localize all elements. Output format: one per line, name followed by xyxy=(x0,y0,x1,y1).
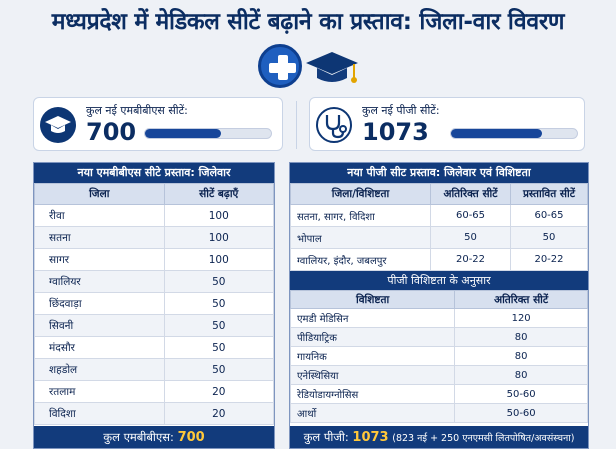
table-row: छिंदवाड़ा 50 xyxy=(34,292,275,315)
graduation-cap-icon xyxy=(306,52,358,83)
specialty-seats-cell: 80 xyxy=(454,346,588,366)
specialty-cell: रेडियोडायग्नोसिस xyxy=(289,384,456,404)
page-title: मध्यप्रदेश में मेडिकल सीटें बढ़ाने का प्… xyxy=(51,9,565,35)
seats-cell: 50 xyxy=(163,314,275,337)
district-cell: सिवनी xyxy=(34,314,165,337)
col-specialty: विशिष्टता xyxy=(289,290,456,309)
table-row: सागर 100 xyxy=(34,248,275,271)
seats-cell: 20 xyxy=(163,402,275,425)
specialty-cell: गायनिक xyxy=(289,346,456,366)
seats-cell: 100 xyxy=(163,248,275,271)
mbbs-stat-value: 700 xyxy=(86,118,137,146)
mbbs-progress-fill xyxy=(145,129,221,138)
proposed-seats-cell: 20-22 xyxy=(509,248,589,271)
seats-cell: 20 xyxy=(163,380,275,403)
mbbs-stat-label: कुल नई एमबीबीएस सीटें: xyxy=(86,104,188,117)
table-row: रतलाम 20 xyxy=(34,380,275,403)
district-cell: रतलाम xyxy=(34,380,165,403)
table-row: एनेस्थिसिया 80 xyxy=(289,365,588,385)
pg-stat-card: कुल नई पीजी सीटें: 1073 xyxy=(309,97,585,151)
additional-seats-cell: 20-22 xyxy=(430,248,511,271)
col-district-specialty: जिला/विशिष्टता xyxy=(289,183,432,205)
district-cell: सतना xyxy=(34,226,165,249)
proposed-seats-cell: 60-65 xyxy=(509,204,589,227)
district-cell: छिंदवाड़ा xyxy=(34,292,165,315)
district-cell: मंदसौर xyxy=(34,336,165,359)
district-cell: विदिशा xyxy=(34,402,165,425)
seats-cell: 50 xyxy=(163,358,275,381)
table-row: एमडी मेडिसिन 120 xyxy=(289,308,588,328)
specialty-cell: पीडियाट्रिक xyxy=(289,327,456,347)
col-additional-seats: अतिरिक्त सीटें xyxy=(430,183,511,205)
table-row: मंदसौर 50 xyxy=(34,336,275,359)
specialty-seats-cell: 50-60 xyxy=(454,403,588,423)
seats-cell: 100 xyxy=(163,204,275,227)
mbbs-stat-card: कुल नई एमबीबीएस सीटें: 700 xyxy=(33,97,283,151)
table-row: सिवनी 50 xyxy=(34,314,275,337)
district-cell: भोपाल xyxy=(289,226,432,249)
stethoscope-icon xyxy=(316,107,352,143)
pg-stat-label: कुल नई पीजी सीटें: xyxy=(362,104,440,117)
table-row: पीडियाट्रिक 80 xyxy=(289,327,588,347)
district-cell: सतना, सागर, विदिशा xyxy=(289,204,432,227)
table-row: रेडियोडायग्नोसिस 50-60 xyxy=(289,384,588,404)
pg-specialty-heading: पीजी विशिष्टता के अनुसार xyxy=(290,271,588,290)
table-row: सतना, सागर, विदिशा 60-65 60-65 xyxy=(289,204,589,227)
col-district: जिला xyxy=(34,183,165,205)
additional-seats-cell: 50 xyxy=(430,226,511,249)
seats-cell: 100 xyxy=(163,226,275,249)
table-row: सतना 100 xyxy=(34,226,275,249)
district-cell: रीवा xyxy=(34,204,165,227)
district-cell: सागर xyxy=(34,248,165,271)
seats-cell: 50 xyxy=(163,336,275,359)
table-row: गायनिक 80 xyxy=(289,346,588,366)
mbbs-total-value: 700 xyxy=(177,430,205,445)
seats-cell: 50 xyxy=(163,270,275,293)
table-row: ग्वालियर 50 xyxy=(34,270,275,293)
col-proposed-seats: प्रस्तावित सीटें xyxy=(509,183,589,205)
pg-total-label: कुल पीजी: xyxy=(303,430,349,444)
specialty-seats-cell: 50-60 xyxy=(454,384,588,404)
specialty-cell: एमडी मेडिसिन xyxy=(289,308,456,328)
additional-seats-cell: 60-65 xyxy=(430,204,511,227)
mbbs-progress-bar xyxy=(144,128,272,139)
pg-total-note: (823 नई + 250 एनएमसी लितपोषित/अवसंस्चना) xyxy=(392,433,575,444)
specialty-cell: आर्थो xyxy=(289,403,456,423)
mbbs-district-panel: नया एमबीबीएस सीटे प्रस्ताव: जिलेवार जिला… xyxy=(33,162,275,449)
mbbs-total-bar: कुल एमबीबीएस: 700 xyxy=(34,426,274,448)
graduation-cap-icon xyxy=(40,107,76,143)
table-row: ग्वालियर, इंदौर, जबलपुर 20-22 20-22 xyxy=(289,248,589,271)
stat-divider xyxy=(296,101,297,149)
mbbs-table: जिला सीटें बढ़ाएँ रीवा 100 सतना 100 सागर 100 ग… xyxy=(34,183,275,425)
specialty-cell: एनेस्थिसिया xyxy=(289,365,456,385)
pg-district-panel: नया पीजी सीट प्रस्ताव: जिलेवार एवं विशिष… xyxy=(289,162,589,449)
table-row: रीवा 100 xyxy=(34,204,275,227)
specialty-seats-cell: 120 xyxy=(454,308,588,328)
district-cell: ग्वालियर xyxy=(34,270,165,293)
pg-panel-heading: नया पीजी सीट प्रस्ताव: जिलेवार एवं विशिष… xyxy=(290,163,588,183)
medical-cross-icon xyxy=(258,44,302,88)
seats-cell: 50 xyxy=(163,292,275,315)
col-spec-additional: अतिरिक्त सीटें xyxy=(454,290,588,309)
hero-icons xyxy=(258,42,368,92)
pg-total-value: 1073 xyxy=(352,430,389,445)
table-row: भोपाल 50 50 xyxy=(289,226,589,249)
specialty-seats-cell: 80 xyxy=(454,365,588,385)
mbbs-total-label: कुल एमबीबीएस: xyxy=(103,430,174,444)
table-row: विदिशा 20 xyxy=(34,402,275,425)
district-cell: शहडोल xyxy=(34,358,165,381)
pg-specialty-table: विशिष्टता अतिरिक्त सीटें एमडी मेडिसिन 120… xyxy=(289,290,588,423)
table-row: आर्थो 50-60 xyxy=(289,403,588,423)
pg-progress-fill xyxy=(451,129,542,138)
pg-progress-bar xyxy=(450,128,578,139)
specialty-seats-cell: 80 xyxy=(454,327,588,347)
mbbs-panel-heading: नया एमबीबीएस सीटे प्रस्ताव: जिलेवार xyxy=(34,163,274,183)
pg-stat-value: 1073 xyxy=(362,118,429,146)
proposed-seats-cell: 50 xyxy=(509,226,589,249)
col-seats: सीटें बढ़ाएँ xyxy=(163,183,275,205)
pg-total-bar: कुल पीजी: 1073 (823 नई + 250 एनएमसी लितप… xyxy=(290,426,588,448)
table-row: शहडोल 50 xyxy=(34,358,275,381)
district-cell: ग्वालियर, इंदौर, जबलपुर xyxy=(289,248,432,271)
pg-district-table: जिला/विशिष्टता अतिरिक्त सीटें प्रस्तावित… xyxy=(289,183,589,271)
